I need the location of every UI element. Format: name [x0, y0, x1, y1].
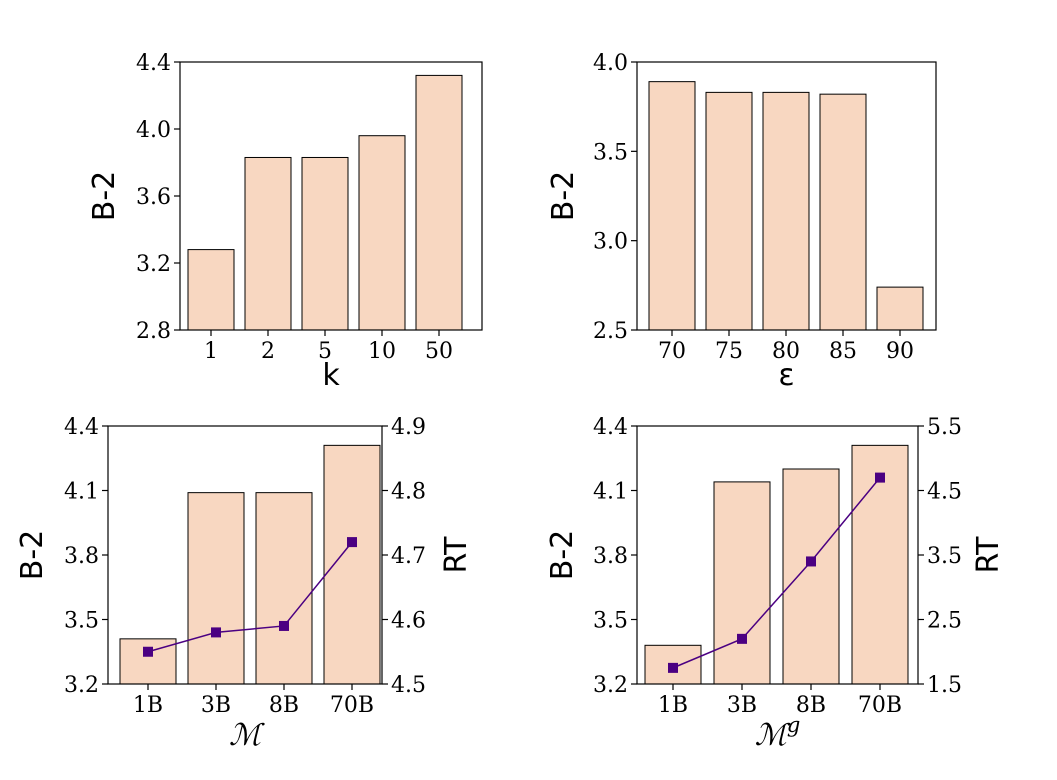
rt-series-line	[147, 541, 353, 653]
y-tick-label: 3.5	[64, 609, 99, 634]
x-tick-label: 5	[318, 339, 332, 364]
y2-tick-label: 4.6	[391, 609, 426, 634]
bar-8B	[255, 492, 313, 685]
y-tick-label: 3.2	[64, 673, 99, 698]
x-tick-label: 1	[204, 339, 218, 364]
chart-panel-3: 3.2 3.5 3.8 4.1 4.4 1B 3B 8B 70B B-2 ℳ 4.5 4.6 4.7 4.8…	[15, 415, 474, 753]
x-axis-label: k	[322, 358, 340, 393]
x-tick-label: 10	[368, 339, 396, 364]
y-tick-label: 4.0	[593, 51, 628, 76]
y-tick-label: 4.4	[593, 415, 628, 440]
y2-tick-label: 4.5	[391, 673, 426, 698]
rt-point-70B	[875, 472, 885, 483]
chart-panel-1: 2.8 3.2 3.6 4.0 4.4 1 2 5 10 50 B-2 k	[87, 51, 483, 393]
y-tick-label: 3.8	[64, 544, 99, 569]
y-tick-label: 3.6	[136, 185, 171, 210]
y2-tick-label: 4.8	[391, 480, 426, 505]
bar-80	[762, 91, 810, 331]
x-tick-label: 50	[425, 339, 453, 364]
y-tick-label: 4.0	[136, 118, 171, 143]
x-tick-label: 1B	[658, 693, 688, 718]
x-axis-label-superscript: g	[787, 713, 800, 737]
y-tick-label: 4.1	[593, 480, 628, 505]
bar-70B	[323, 444, 381, 685]
bar-3B	[713, 481, 771, 685]
x-tick-label: 8B	[796, 693, 826, 718]
y-axis-label: B-2	[87, 171, 122, 222]
rt-point-1B	[143, 646, 153, 657]
x-tick-label: 1B	[133, 693, 163, 718]
y-tick-label: 2.8	[136, 319, 171, 344]
bar-5	[301, 156, 349, 331]
y-tick-label: 3.2	[593, 673, 628, 698]
bar-3B	[187, 492, 245, 685]
y-axis-label: B-2	[546, 171, 581, 222]
bar-8B	[782, 468, 840, 685]
x-tick-label: 70B	[858, 693, 902, 718]
bar-70	[648, 81, 696, 331]
y-tick-label: 3.0	[593, 230, 628, 255]
bar-85	[819, 93, 867, 331]
y2-tick-label: 4.5	[927, 480, 962, 505]
bar-1	[187, 249, 235, 331]
bar-75	[705, 91, 753, 331]
x-tick-label: 3B	[201, 693, 231, 718]
x-tick-label: 80	[772, 339, 800, 364]
rt-series-line	[672, 477, 881, 669]
x-tick-label: 75	[715, 339, 743, 364]
x-tick-label: 70	[658, 339, 686, 364]
y2-tick-label: 1.5	[927, 673, 962, 698]
rt-point-70B	[347, 537, 357, 548]
x-tick-label: 85	[829, 339, 857, 364]
rt-point-8B	[279, 620, 289, 631]
y2-tick-label: 5.5	[927, 415, 962, 440]
y2-tick-label: 4.9	[391, 415, 426, 440]
y-tick-label: 3.8	[593, 544, 628, 569]
x-axis-label: ε	[778, 358, 794, 393]
y-tick-label: 4.1	[64, 480, 99, 505]
bar-10	[358, 135, 406, 331]
bar-2	[244, 156, 292, 331]
y-tick-label: 3.5	[593, 609, 628, 634]
y-tick-label: 3.5	[593, 140, 628, 165]
x-tick-label: 8B	[269, 693, 299, 718]
y-tick-label: 2.5	[593, 319, 628, 344]
bar-50	[415, 74, 463, 331]
y-axis-label: B-2	[545, 530, 580, 581]
y2-tick-label: 2.5	[927, 609, 962, 634]
x-axis-label: ℳ	[229, 718, 265, 753]
x-tick-label: 90	[886, 339, 914, 364]
rt-point-8B	[806, 556, 816, 567]
bar-90	[876, 286, 924, 331]
rt-point-3B	[211, 627, 221, 638]
y-tick-label: 3.2	[136, 252, 171, 277]
y-tick-label: 4.4	[136, 51, 171, 76]
y2-axis-label: RT	[439, 536, 474, 574]
y2-tick-label: 3.5	[927, 544, 962, 569]
x-tick-label: 2	[261, 339, 275, 364]
rt-point-1B	[668, 662, 678, 673]
y2-tick-label: 4.7	[391, 544, 426, 569]
x-axis-label: ℳg	[755, 713, 801, 753]
y-tick-label: 4.4	[64, 415, 99, 440]
bar-70B	[851, 444, 909, 685]
x-tick-label: 3B	[727, 693, 757, 718]
rt-point-3B	[737, 633, 747, 644]
y-axis-label: B-2	[15, 530, 50, 581]
y2-axis-label: RT	[971, 536, 1006, 574]
chart-panel-2: 2.5 3.0 3.5 4.0 70 75 80 85 90 B-2 ε	[546, 51, 937, 393]
chart-panel-4: 3.2 3.5 3.8 4.1 4.4 1B 3B 8B 70B B-2 ℳg 1.5 2.5 3.5 4.…	[545, 415, 1006, 753]
x-tick-label: 70B	[330, 693, 374, 718]
